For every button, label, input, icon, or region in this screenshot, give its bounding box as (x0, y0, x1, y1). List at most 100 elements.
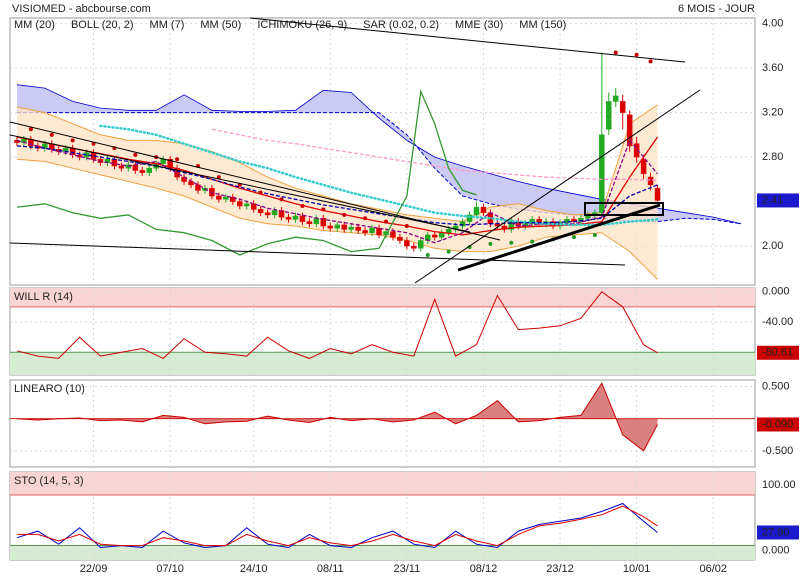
x-tick-label: 10/01 (623, 563, 651, 575)
x-tick-label: 08/12 (470, 563, 498, 575)
sar-dot (70, 138, 75, 143)
last-value-label: -80.61 (762, 347, 793, 359)
trend-line (249, 17, 686, 63)
candle-body (320, 218, 327, 227)
sar-dot (49, 132, 54, 137)
panel-title: STO (14, 5, 3) (14, 475, 84, 487)
candle-body (619, 101, 626, 113)
sar-dot (321, 207, 326, 212)
candle-body (341, 224, 347, 230)
legend-entry: BOLL (20, 2) (71, 19, 134, 31)
x-tick-label: 23/12 (546, 563, 574, 575)
trend-line (414, 89, 701, 284)
y-tick-label: -40.00 (762, 316, 793, 328)
trend-lines (9, 17, 701, 284)
sar-dot (258, 190, 263, 195)
y-tick-label: -0.500 (762, 445, 793, 457)
trend-line (9, 242, 626, 266)
sar-dot (216, 175, 221, 180)
candle-body (431, 234, 438, 238)
sar-dot (648, 59, 653, 64)
candle-body (327, 225, 334, 229)
sar-dot (530, 239, 535, 244)
indicator-line (17, 505, 658, 547)
y-tick-label: 100.00 (762, 479, 796, 491)
candle-body (647, 176, 654, 186)
indicator-line (16, 88, 477, 256)
y-tick-label: 3.20 (762, 106, 783, 118)
candle-body (306, 221, 313, 225)
last-value-label: 27.90 (762, 526, 790, 538)
candle-body (459, 221, 466, 227)
sar-dot (300, 204, 305, 209)
candle-body (250, 203, 257, 210)
sar-dot (133, 152, 138, 157)
candle-body (626, 114, 633, 147)
sar-dot (175, 157, 180, 162)
candle-body (118, 165, 125, 169)
sar-dot (28, 127, 33, 132)
legend-entry: MME (30) (455, 19, 503, 31)
y-tick-label: 2.00 (762, 240, 783, 252)
last-value-box (757, 525, 799, 540)
candle-body (376, 228, 382, 236)
y-tick-label: 2.80 (762, 151, 783, 163)
x-tick-label: 06/02 (699, 563, 727, 575)
x-tick-label: 23/11 (394, 563, 421, 575)
candle-body (654, 187, 661, 201)
candle-body (292, 215, 299, 220)
candle-body (237, 201, 243, 207)
candle-body (640, 159, 647, 175)
candle-body (404, 240, 410, 247)
candle-body (139, 170, 146, 173)
trend-line (9, 121, 501, 241)
legend-entry: MM (7) (150, 19, 185, 31)
x-tick-label: 08/11 (317, 563, 344, 575)
sar-dot (571, 235, 576, 240)
candle-body (132, 164, 139, 171)
highlight-box (584, 202, 664, 216)
indicator-line (16, 139, 658, 244)
candle-body (243, 203, 250, 207)
candle-body (599, 134, 605, 213)
candle-body (188, 181, 194, 186)
band-fill (16, 104, 658, 280)
candle-body (438, 232, 445, 238)
candle-body (313, 218, 320, 225)
candle-body (223, 196, 229, 200)
y-tick-label: 3.60 (762, 62, 783, 74)
candle-body (299, 215, 306, 222)
last-value-box (757, 417, 799, 432)
last-value-label: -0.090 (762, 418, 793, 430)
sar-dot (279, 197, 284, 202)
candle-body (264, 212, 271, 216)
candle-body (355, 226, 361, 231)
zone (10, 545, 755, 560)
candle-body (606, 101, 612, 130)
y-tick-label: 0.500 (762, 380, 790, 392)
zone (10, 288, 755, 307)
last-value-box (757, 345, 799, 360)
x-tick-label: 24/10 (240, 563, 268, 575)
candle-body (564, 219, 570, 223)
band-upper (16, 104, 658, 223)
candle-body (160, 159, 166, 164)
sar-dot (634, 52, 639, 57)
sar-dot (404, 224, 409, 229)
candle-body (390, 231, 396, 238)
legend-entry: MM (20) (14, 19, 55, 31)
candle-body (473, 206, 480, 216)
sar-dot (509, 240, 514, 245)
candle-body (271, 210, 278, 216)
candle-body (411, 245, 417, 249)
y-tick-label: 4.00 (762, 17, 783, 29)
candle-body (480, 206, 487, 213)
indicator-line (16, 136, 659, 236)
candle-body (508, 221, 515, 230)
panel-title: WILL R (14) (14, 291, 73, 303)
indicator-line (16, 145, 658, 226)
x-tick-label: 22/09 (80, 563, 108, 575)
